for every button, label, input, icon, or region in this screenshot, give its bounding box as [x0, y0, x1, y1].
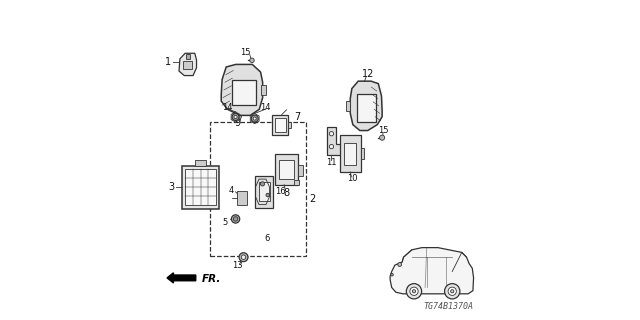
- Text: 13: 13: [232, 261, 243, 270]
- Bar: [346, 101, 350, 111]
- Bar: [185, 169, 216, 205]
- Circle shape: [241, 255, 246, 260]
- Bar: [232, 80, 257, 105]
- Bar: [288, 122, 291, 128]
- Text: 4: 4: [228, 186, 234, 195]
- Polygon shape: [179, 53, 196, 76]
- Bar: [360, 148, 364, 159]
- Circle shape: [253, 117, 256, 120]
- Polygon shape: [350, 81, 382, 131]
- Polygon shape: [327, 126, 342, 155]
- Circle shape: [330, 144, 333, 149]
- Bar: [272, 115, 288, 135]
- Text: TG74B1370A: TG74B1370A: [423, 302, 473, 311]
- Text: 15: 15: [240, 48, 250, 57]
- Bar: [259, 182, 269, 201]
- Text: 16: 16: [275, 188, 285, 196]
- FancyArrow shape: [167, 273, 196, 283]
- Circle shape: [451, 290, 454, 293]
- Text: 14: 14: [222, 103, 233, 112]
- Bar: [184, 61, 192, 69]
- Circle shape: [260, 182, 264, 186]
- Text: 1: 1: [165, 57, 171, 67]
- Bar: [275, 155, 298, 185]
- Bar: [298, 165, 303, 176]
- Text: 14: 14: [260, 103, 271, 112]
- Circle shape: [406, 284, 422, 299]
- Polygon shape: [221, 64, 262, 116]
- Circle shape: [232, 114, 239, 121]
- Circle shape: [232, 215, 240, 223]
- Text: 11: 11: [326, 158, 337, 167]
- Bar: [182, 165, 219, 209]
- Circle shape: [234, 217, 238, 221]
- Text: 3: 3: [168, 182, 174, 192]
- Bar: [275, 118, 285, 132]
- Text: 7: 7: [294, 112, 301, 122]
- Circle shape: [412, 290, 415, 293]
- Circle shape: [448, 287, 456, 295]
- Circle shape: [397, 263, 401, 267]
- Bar: [210, 122, 306, 256]
- Circle shape: [234, 116, 237, 119]
- Polygon shape: [390, 248, 474, 294]
- Bar: [255, 176, 273, 208]
- Circle shape: [239, 253, 248, 262]
- Bar: [340, 135, 360, 172]
- Circle shape: [250, 58, 254, 63]
- Text: 12: 12: [362, 69, 374, 79]
- Text: 10: 10: [347, 174, 358, 183]
- Bar: [279, 160, 294, 179]
- Text: 5: 5: [222, 218, 228, 227]
- Circle shape: [266, 193, 269, 197]
- Text: 15: 15: [378, 126, 389, 135]
- Circle shape: [391, 273, 394, 276]
- Circle shape: [380, 135, 385, 140]
- Text: FR.: FR.: [202, 274, 221, 284]
- Text: 8: 8: [284, 188, 290, 198]
- Bar: [237, 191, 246, 205]
- Bar: [357, 94, 376, 122]
- Bar: [344, 143, 356, 164]
- Bar: [186, 54, 189, 59]
- Bar: [294, 180, 299, 185]
- Text: 9: 9: [235, 118, 241, 128]
- Bar: [260, 85, 266, 95]
- Bar: [195, 160, 206, 165]
- Circle shape: [330, 132, 333, 136]
- Circle shape: [251, 115, 258, 122]
- Circle shape: [445, 284, 460, 299]
- Circle shape: [410, 287, 418, 295]
- Text: 2: 2: [310, 194, 316, 204]
- Text: 6: 6: [265, 234, 270, 243]
